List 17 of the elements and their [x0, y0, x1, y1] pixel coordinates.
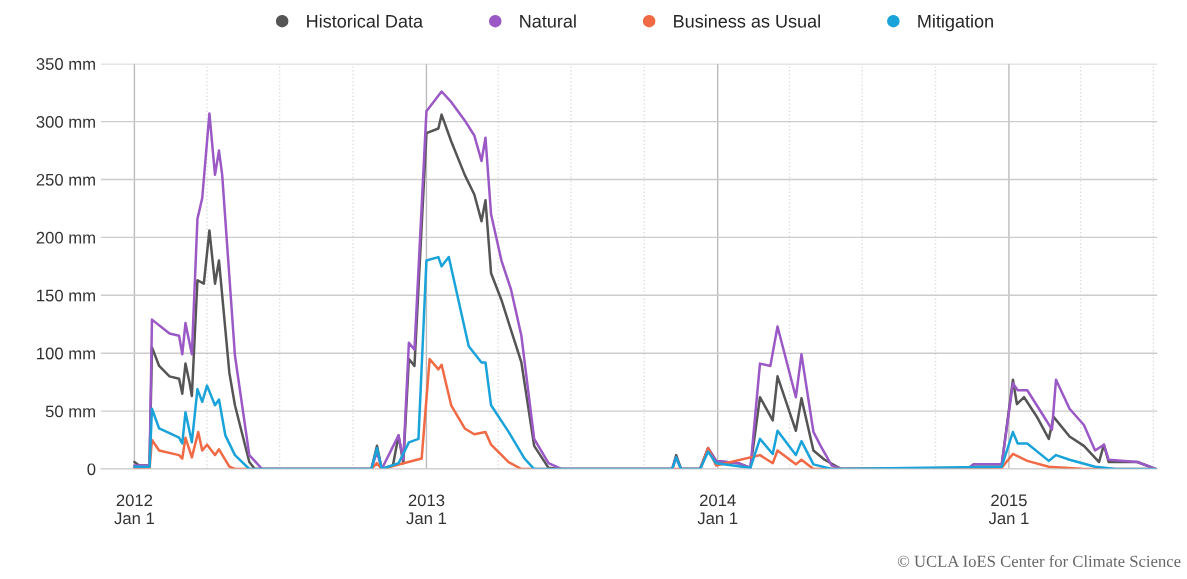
y-tick-label: 0	[87, 463, 96, 476]
x-tick-label: 2014 Jan 1	[697, 494, 738, 525]
legend-label: Business as Usual	[674, 14, 820, 28]
legend-label: Historical Data	[307, 14, 424, 28]
legend-label: Natural	[520, 14, 576, 28]
text: © UCLA IoES Center for Climate Science	[897, 555, 1181, 567]
y-tick-label: 50 mm	[45, 405, 95, 418]
y-tick-label: 250 mm	[36, 173, 95, 186]
y-tick-label: 100 mm	[37, 347, 95, 360]
legend-label: Mitigation	[918, 14, 993, 32]
y-tick-label: 350 mm	[36, 58, 95, 70]
y-tick-label: 150 mm	[37, 289, 95, 302]
x-tick-label: 2012 Jan 1	[114, 494, 154, 525]
y-tick-label: 300 mm	[36, 115, 95, 128]
x-tick-label: 2013 Jan 1	[406, 494, 447, 525]
x-tick-label: 2015 Jan 1	[988, 494, 1029, 525]
y-tick-label: 200 mm	[36, 231, 95, 244]
